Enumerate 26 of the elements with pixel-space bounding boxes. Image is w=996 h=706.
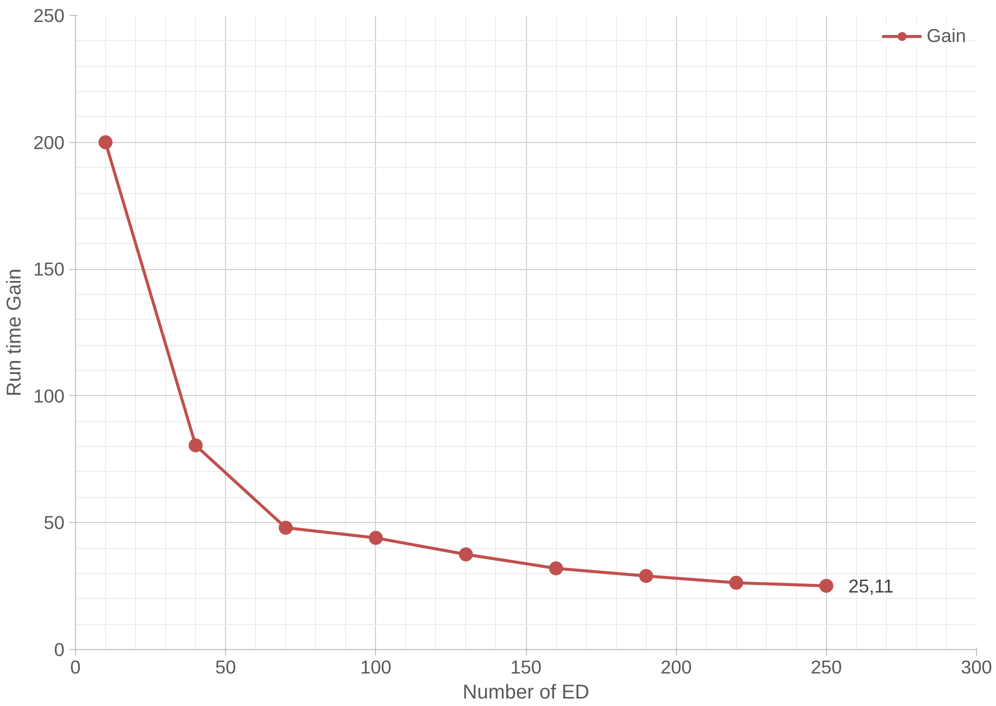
point <box>729 576 744 590</box>
point <box>458 547 473 562</box>
data-label: 25,11 <box>848 575 894 596</box>
x-tick-label: 300 <box>960 656 992 678</box>
point <box>368 530 383 545</box>
y-tick-label: 200 <box>33 132 65 153</box>
point <box>639 568 654 583</box>
y-tick-label: 0 <box>54 639 65 660</box>
x-tick-label: 50 <box>215 656 236 678</box>
point <box>549 561 564 576</box>
y-tick-label: 250 <box>33 5 65 26</box>
legend-label: Gain <box>926 25 966 47</box>
y-tick-label: 50 <box>44 512 65 534</box>
y-tick-label: 150 <box>33 258 65 280</box>
x-tick-label: 0 <box>70 656 81 678</box>
x-tick-label: 100 <box>360 656 392 678</box>
point <box>819 578 834 593</box>
x-tick-label: 250 <box>810 656 842 678</box>
x-tick-label: 150 <box>510 656 542 678</box>
point <box>188 438 203 452</box>
x-tick-label: 200 <box>660 656 692 678</box>
y-tick-label: 100 <box>33 385 65 406</box>
y-axis-title: Run time Gain <box>3 268 26 396</box>
point <box>98 135 113 150</box>
point <box>278 520 293 535</box>
x-axis-title: Number of ED <box>462 682 590 704</box>
